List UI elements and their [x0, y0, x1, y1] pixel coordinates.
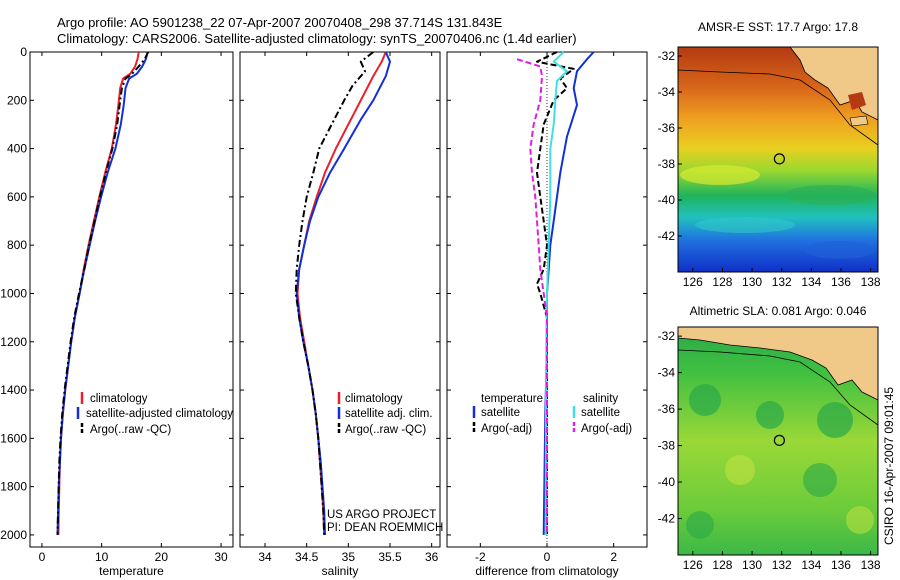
- y-tick-label: 1000: [0, 286, 27, 300]
- map-y-tick-label: -38: [658, 439, 676, 453]
- salinity-panel: 34 34.5 35 35.5 36 salinity: [239, 51, 441, 578]
- map-x-tick-label: 128: [712, 558, 732, 572]
- x-tick-label: 0: [544, 550, 551, 564]
- map-y-tick-label: -38: [658, 157, 676, 171]
- x-tick-label: 30: [214, 550, 228, 564]
- map-y-tick-label: -36: [658, 402, 676, 416]
- legend-title-temperature: temperature: [481, 393, 543, 405]
- map-x-tick-label: 126: [683, 558, 703, 572]
- map-y-tick-label: -40: [658, 475, 676, 489]
- legend-label: Argo(-adj): [481, 423, 532, 435]
- x-tick-label: 34.5: [295, 550, 319, 564]
- project-annotation: US ARGO PROJECT: [327, 509, 436, 521]
- legend-label: climatology: [90, 393, 148, 405]
- y-tick-label: 800: [7, 238, 27, 252]
- legend-label: satellite-adjusted climatology: [86, 408, 233, 420]
- sst-bathymetry-contour: [677, 69, 879, 146]
- map-y-tick-label: -42: [658, 512, 676, 526]
- y-tick-label: 200: [7, 93, 27, 107]
- map-x-tick-label: 136: [831, 558, 851, 572]
- map-y-tick-label: -32: [658, 49, 676, 63]
- map-x-tick-label: 138: [861, 558, 881, 572]
- sla-bathymetry-contour: [677, 349, 879, 426]
- map-y-tick-label: -34: [658, 366, 676, 380]
- sla-land: [677, 326, 879, 401]
- x-axis-label: temperature: [99, 564, 164, 578]
- sst-map: 126 128 130 132 134 136 138 -32 -34 -36 -38 -40 -42: [658, 46, 881, 289]
- x-axis-label: salinity: [322, 564, 359, 578]
- y-tick-label: 1200: [0, 335, 27, 349]
- y-tick-label: 0: [20, 45, 27, 59]
- map-x-tick-label: 136: [831, 275, 851, 289]
- map-y-tick-label: -34: [658, 85, 676, 99]
- map-y-tick-label: -40: [658, 193, 676, 207]
- map-x-tick-label: 132: [772, 275, 792, 289]
- temperature-axes-frame: [29, 51, 234, 548]
- map-y-tick-label: -36: [658, 121, 676, 135]
- salinity-legend: climatology satellite adj. clim. Argo(..…: [327, 392, 443, 534]
- map-y-tick-label: -42: [658, 229, 676, 243]
- difference-legend: temperature salinity satellite Argo(-adj…: [472, 393, 632, 435]
- legend-label: satellite adj. clim.: [345, 408, 433, 420]
- sla-map: 126 128 130 132 134 136 138 -32 -34 -36 -38 -40 -42: [658, 326, 881, 572]
- map-x-tick-label: 130: [742, 275, 762, 289]
- sst-map-title: AMSR-E SST: 17.7 Argo: 17.8: [698, 20, 858, 34]
- y-tick-label: 2000: [0, 528, 27, 542]
- legend-label: climatology: [345, 393, 403, 405]
- map-x-tick-label: 138: [861, 275, 881, 289]
- series-argo-raw-qc-: [294, 51, 374, 535]
- x-tick-label: 0: [39, 550, 46, 564]
- legend-label: satellite: [581, 407, 620, 419]
- x-tick-label: -2: [475, 550, 486, 564]
- y-tick-label: 1800: [0, 480, 27, 494]
- map-y-tick-label: -32: [658, 329, 676, 343]
- timestamp-label: CSIRO 16-Apr-2007 09:01:45: [882, 387, 896, 545]
- map-x-tick-label: 134: [801, 558, 821, 572]
- map-x-tick-label: 126: [683, 275, 703, 289]
- header-line-2: Climatology: CARS2006. Satellite-adjuste…: [57, 31, 577, 46]
- legend-label: Argo(..raw -QC): [345, 424, 426, 436]
- y-tick-label: 1400: [0, 383, 27, 397]
- legend-title-salinity: salinity: [583, 393, 618, 405]
- y-tick-label: 1600: [0, 431, 27, 445]
- x-tick-label: 35.5: [378, 550, 402, 564]
- temperature-legend: climatology satellite-adjusted climatolo…: [76, 392, 233, 436]
- x-tick-label: 2: [610, 550, 617, 564]
- x-tick-label: 34: [258, 550, 272, 564]
- x-axis-label: difference from climatology: [475, 564, 618, 578]
- legend-label: Argo(..raw -QC): [90, 424, 171, 436]
- pi-annotation: PI: DEAN ROEMMICH: [327, 522, 443, 534]
- legend-label: Argo(-adj): [581, 423, 632, 435]
- legend-label: satellite: [481, 407, 520, 419]
- sla-map-title: Altimetric SLA: 0.081 Argo: 0.046: [690, 304, 867, 318]
- y-tick-label: 600: [7, 190, 27, 204]
- map-x-tick-label: 130: [742, 558, 762, 572]
- float-location-marker: [773, 153, 785, 165]
- series-argo-raw-qc-: [56, 51, 150, 535]
- x-tick-label: 35: [342, 550, 356, 564]
- y-tick-label: 400: [7, 142, 27, 156]
- header-line-1: Argo profile: AO 5901238_22 07-Apr-2007 …: [57, 15, 503, 30]
- x-tick-label: 36: [425, 550, 439, 564]
- map-x-tick-label: 134: [801, 275, 821, 289]
- x-tick-label: 10: [95, 550, 109, 564]
- x-tick-label: 20: [155, 550, 169, 564]
- series-salinity-argo-adj-: [516, 58, 548, 535]
- salinity-axes-frame: [239, 51, 441, 548]
- temperature-panel: 0 200 400 600 800 1000 1200 1400 1600 1800 2000 0 10…: [0, 45, 234, 578]
- map-x-tick-label: 128: [712, 275, 732, 289]
- map-x-tick-label: 132: [772, 558, 792, 572]
- float-location-marker: [773, 434, 785, 446]
